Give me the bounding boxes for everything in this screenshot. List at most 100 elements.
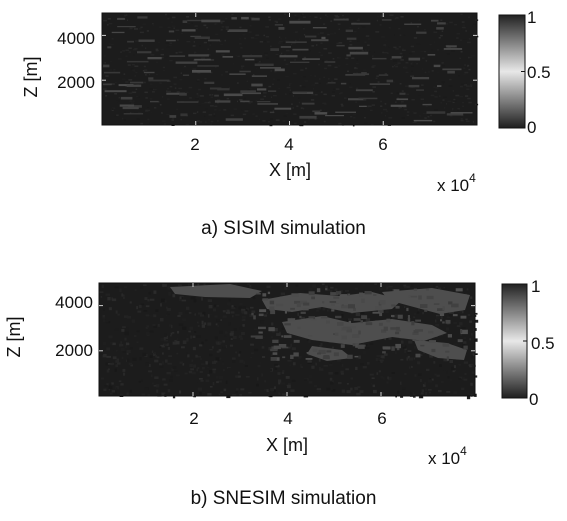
field-cell xyxy=(466,88,470,90)
field-cell xyxy=(373,389,377,394)
field-cell xyxy=(121,328,125,332)
field-cell xyxy=(290,389,295,392)
field-cell xyxy=(255,34,260,37)
field-cell xyxy=(207,314,210,318)
field-cell xyxy=(338,121,341,124)
x-tick-label: 6 xyxy=(378,135,387,154)
field-cell xyxy=(157,103,161,106)
field-cell xyxy=(155,73,158,76)
field-cell xyxy=(231,305,234,308)
field-cell xyxy=(212,94,214,96)
lens-cell xyxy=(239,70,251,73)
lens-cell xyxy=(214,94,219,97)
x-exponent-power: 4 xyxy=(460,444,467,458)
field-cell xyxy=(228,107,231,109)
field-cell xyxy=(261,341,264,345)
field-cell xyxy=(248,31,252,33)
field-cell xyxy=(422,384,426,387)
field-cell xyxy=(330,286,334,289)
field-cell xyxy=(406,114,409,117)
field-cell xyxy=(278,87,280,90)
field-cell xyxy=(472,121,474,123)
channel-cell xyxy=(407,315,410,320)
field-cell xyxy=(165,13,167,16)
field-cell xyxy=(284,286,288,290)
field-cell xyxy=(248,110,251,112)
field-cell xyxy=(233,108,237,110)
lens-cell xyxy=(292,91,307,94)
field-cell xyxy=(312,284,317,288)
lens-cell xyxy=(231,17,237,20)
field-cell xyxy=(110,43,114,46)
channel-cell xyxy=(359,292,363,297)
field-cell xyxy=(216,305,219,307)
channel-cell xyxy=(308,291,315,296)
field-cell xyxy=(470,363,474,367)
field-cell xyxy=(403,54,405,56)
field-cell xyxy=(196,321,199,324)
field-cell xyxy=(407,355,410,359)
caption-a: a) SISIM simulation xyxy=(201,218,366,239)
field-cell xyxy=(424,71,427,74)
field-cell xyxy=(187,22,191,25)
field-cell xyxy=(199,392,202,395)
field-cell xyxy=(377,357,380,361)
field-cell xyxy=(200,363,205,366)
field-cell xyxy=(391,316,395,319)
field-cell xyxy=(470,394,473,397)
field-cell xyxy=(225,380,228,384)
field-cell xyxy=(411,284,414,287)
field-cell xyxy=(147,118,150,121)
field-cell xyxy=(99,346,103,349)
field-cell xyxy=(314,82,319,84)
field-cell xyxy=(444,107,446,109)
field-cell xyxy=(302,26,304,29)
field-cell xyxy=(199,357,203,361)
field-cell xyxy=(299,38,301,40)
field-cell xyxy=(457,108,460,110)
field-cell xyxy=(275,21,278,24)
field-cell xyxy=(155,384,160,388)
field-cell xyxy=(201,102,206,105)
field-cell xyxy=(155,355,157,358)
field-cell xyxy=(148,291,151,295)
field-cell xyxy=(145,97,148,99)
field-cell xyxy=(140,26,143,29)
field-cell xyxy=(197,72,201,74)
field-cell xyxy=(121,348,125,352)
field-cell xyxy=(447,376,450,379)
field-cell xyxy=(193,112,197,115)
lens-cell xyxy=(346,37,357,40)
field-cell xyxy=(446,103,447,105)
field-cell xyxy=(446,391,451,393)
field-cell xyxy=(440,101,442,104)
field-cell xyxy=(198,121,203,123)
field-cell xyxy=(255,100,257,102)
lens-cell xyxy=(437,22,446,25)
channel-cell xyxy=(272,339,279,343)
field-cell xyxy=(383,44,387,46)
field-cell xyxy=(249,284,252,288)
field-cell xyxy=(460,118,463,120)
field-cell xyxy=(278,42,281,44)
field-cell xyxy=(108,388,111,391)
channel-cell xyxy=(460,315,467,319)
field-cell xyxy=(319,32,324,34)
field-cell xyxy=(273,94,277,97)
field-cell xyxy=(278,379,282,383)
field-cell xyxy=(189,363,193,368)
channel-cell xyxy=(326,350,332,353)
channel-cell xyxy=(415,329,423,332)
field-cell xyxy=(125,327,130,332)
field-cell xyxy=(313,384,318,387)
field-cell xyxy=(367,105,372,107)
field-cell xyxy=(441,65,445,67)
field-cell xyxy=(349,86,353,89)
field-cell xyxy=(225,26,229,28)
lens-cell xyxy=(279,55,298,58)
channel-cell xyxy=(337,322,344,326)
field-cell xyxy=(266,57,269,59)
field-cell xyxy=(389,14,394,16)
lens-cell xyxy=(437,85,442,87)
field-cell xyxy=(401,55,403,58)
